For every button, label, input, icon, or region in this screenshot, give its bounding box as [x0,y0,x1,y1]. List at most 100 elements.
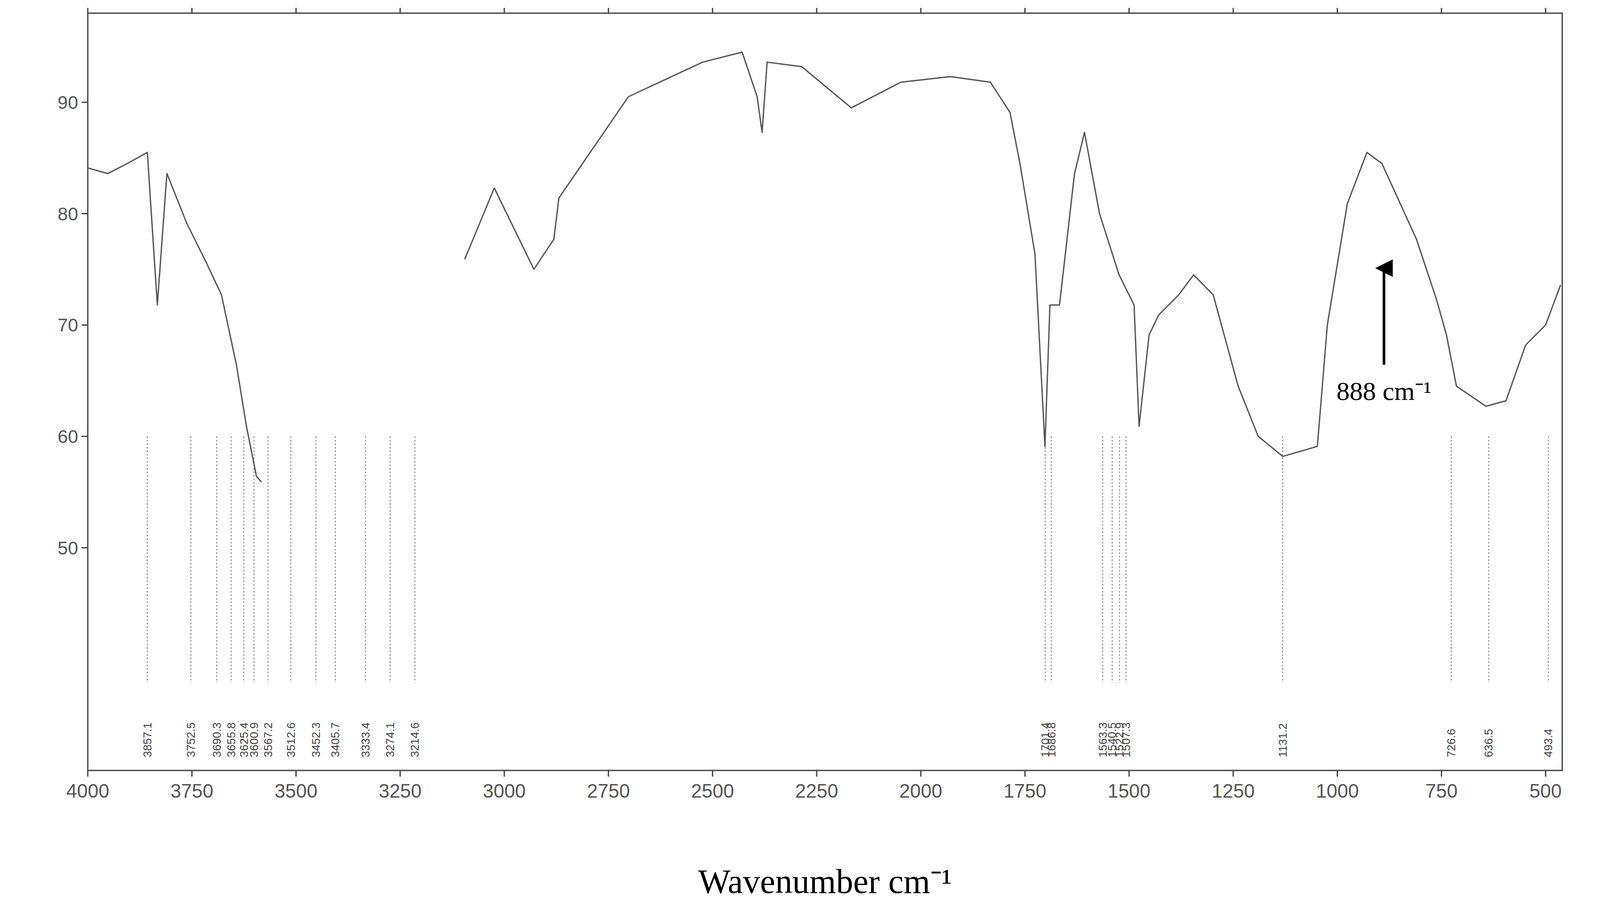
x-tick [1128,770,1130,777]
y-tick-label: 90 [57,92,79,113]
peak-label: 726.6 [1444,728,1458,757]
x-tick-label: 2750 [586,779,630,802]
x-tick-label: 1250 [1211,779,1255,802]
peak-line [230,436,232,683]
peak-label: 3405.7 [328,721,342,757]
x-tick [1024,770,1026,777]
x-tick-label: 2250 [795,779,839,802]
x-tick-top [1024,7,1026,14]
peak-line [1051,436,1052,683]
x-tick-label: 4000 [66,779,110,802]
x-tick-label: 3250 [378,779,422,802]
x-tick-top [1232,7,1235,14]
x-tick-label: 3750 [170,779,214,802]
peak-line [1111,436,1113,683]
x-tick-top [1336,7,1339,14]
x-tick-label: 2500 [691,779,735,802]
x-tick [191,770,193,777]
x-tick [1545,770,1547,777]
x-tick-top [920,7,922,14]
peak-line [1450,436,1452,683]
x-axis-title: Wavenumber cm⁻¹ [698,861,952,901]
x-tick [607,770,610,777]
peak-label: 3214.6 [408,721,422,757]
y-tick [81,435,88,437]
peak-line [1125,436,1127,683]
peak-line [334,436,336,683]
peak-line [1044,436,1046,683]
peak-line [365,436,366,683]
peak-line [389,436,391,683]
x-tick-top [1440,7,1443,14]
peak-line [1119,436,1120,683]
peak-line [1547,436,1549,683]
chart: 4000375035003250300027502500225020001750… [0,0,1600,914]
peak-line [253,436,255,683]
y-tick-label: 60 [57,426,79,447]
peak-line [414,436,416,683]
peak-line [267,436,269,683]
peak-label: 636.5 [1481,728,1496,757]
spectrum-line [87,52,1561,482]
y-tick-label: 50 [57,537,79,559]
peak-lines [147,436,1549,683]
peak-line [1282,436,1284,683]
plot-frame [87,13,1563,771]
x-tick-top [191,7,193,14]
peak-label: 3333.4 [358,721,373,757]
x-tick-label: 750 [1425,779,1458,802]
x-tick-top [1545,7,1547,14]
peak-label: 3690.3 [210,721,224,757]
peak-label: 3567.2 [261,721,275,757]
x-tick-top [503,7,506,14]
peak-line [315,436,317,683]
plot-area [87,52,1561,482]
peak-label: 1131.2 [1276,722,1290,757]
x-tick [920,770,922,777]
annotation-arrow [1382,268,1386,365]
x-tick-top [87,7,89,14]
peak-line [1102,436,1104,683]
peak-label: 3512.6 [284,721,298,757]
x-tick [1232,770,1235,777]
x-tick [87,770,89,777]
peak-label: 3857.1 [140,721,155,757]
x-tick-label: 1500 [1107,779,1151,802]
x-tick-label: 2000 [899,779,943,802]
peak-line [290,436,292,683]
x-tick [503,770,506,777]
y-tick-label: 70 [57,314,79,336]
peak-line [147,436,148,683]
x-tick-top [607,7,610,14]
peak-label: 3655.8 [224,721,238,757]
x-tick-label: 3500 [274,779,318,802]
x-tick [295,770,297,777]
annotation-bg [1334,374,1435,408]
x-tick-top [1128,7,1130,14]
x-tick-top [399,7,401,14]
peak-line [216,436,218,683]
x-tick [1336,770,1339,777]
y-tick [81,546,88,549]
peak-label: 1686.8 [1044,721,1059,757]
peak-line [190,436,192,683]
x-tick-top [711,7,714,14]
x-tick-top [295,7,297,14]
peak-line [1488,436,1489,683]
peak-label: 3752.5 [184,721,198,757]
x-tick [711,770,714,777]
y-tick [81,101,88,103]
peak-line [243,436,245,683]
y-tick [81,212,88,215]
x-tick-top [816,7,818,14]
peak-label: 1507.3 [1119,721,1133,757]
annotation: 888 cm⁻¹ [1336,376,1432,406]
peak-label: 3600.9 [247,721,261,757]
x-tick [399,770,401,777]
y-tick [81,324,88,326]
x-tick [1440,770,1443,777]
x-tick-label: 500 [1529,779,1562,802]
x-tick-label: 1750 [1003,779,1047,802]
x-tick-label: 1000 [1316,779,1360,802]
x-tick [816,770,818,777]
